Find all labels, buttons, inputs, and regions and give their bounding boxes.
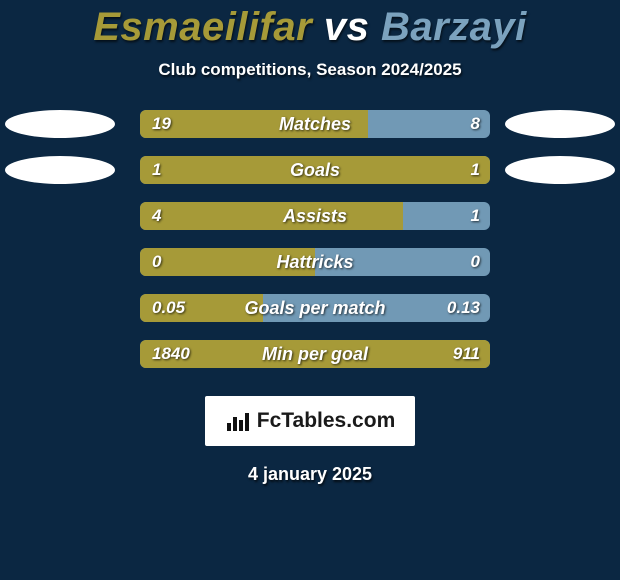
brand-text: FcTables.com: [257, 409, 396, 433]
footer-date: 4 january 2025: [248, 464, 372, 485]
stat-value-p2: 8: [471, 110, 480, 138]
stat-value-p1: 1840: [152, 340, 190, 368]
stat-bar-p1: [140, 340, 490, 368]
stat-bar-track: [140, 202, 490, 230]
stat-bar-track: [140, 156, 490, 184]
stat-value-p2: 1: [471, 156, 480, 184]
stat-value-p2: 0: [471, 248, 480, 276]
player1-name: Esmaeilifar: [93, 5, 312, 49]
stat-value-p2: 911: [453, 340, 480, 368]
stat-bar-p1: [140, 156, 490, 184]
stat-row: Goals per match0.050.13: [0, 294, 620, 322]
brand-badge: FcTables.com: [205, 396, 415, 446]
player1-oval: [5, 156, 115, 184]
bars-icon: [225, 409, 253, 433]
stat-value-p1: 19: [152, 110, 171, 138]
stat-bar-track: [140, 248, 490, 276]
player2-oval: [505, 156, 615, 184]
stat-row: Min per goal1840911: [0, 340, 620, 368]
stat-value-p1: 1: [152, 156, 161, 184]
player2-name: Barzayi: [381, 5, 527, 49]
infographic-root: Esmaeilifar vs Barzayi Club competitions…: [0, 0, 620, 485]
stat-row: Matches198: [0, 110, 620, 138]
stat-value-p1: 0: [152, 248, 161, 276]
stat-bar-track: [140, 294, 490, 322]
stats-list: Matches198Goals11Assists41Hattricks00Goa…: [0, 110, 620, 386]
stat-value-p1: 0.05: [152, 294, 185, 322]
player1-oval: [5, 110, 115, 138]
subtitle: Club competitions, Season 2024/2025: [158, 60, 461, 80]
stat-bar-p1: [140, 202, 403, 230]
stat-bar-track: [140, 110, 490, 138]
stat-value-p2: 1: [471, 202, 480, 230]
page-title: Esmaeilifar vs Barzayi: [93, 5, 527, 50]
stat-row: Assists41: [0, 202, 620, 230]
stat-bar-track: [140, 340, 490, 368]
player2-oval: [505, 110, 615, 138]
stat-bar-p1: [140, 110, 368, 138]
stat-value-p2: 0.13: [447, 294, 480, 322]
stat-row: Hattricks00: [0, 248, 620, 276]
stat-value-p1: 4: [152, 202, 161, 230]
stat-row: Goals11: [0, 156, 620, 184]
stat-bar-p1: [140, 248, 315, 276]
vs-label: vs: [324, 5, 370, 49]
